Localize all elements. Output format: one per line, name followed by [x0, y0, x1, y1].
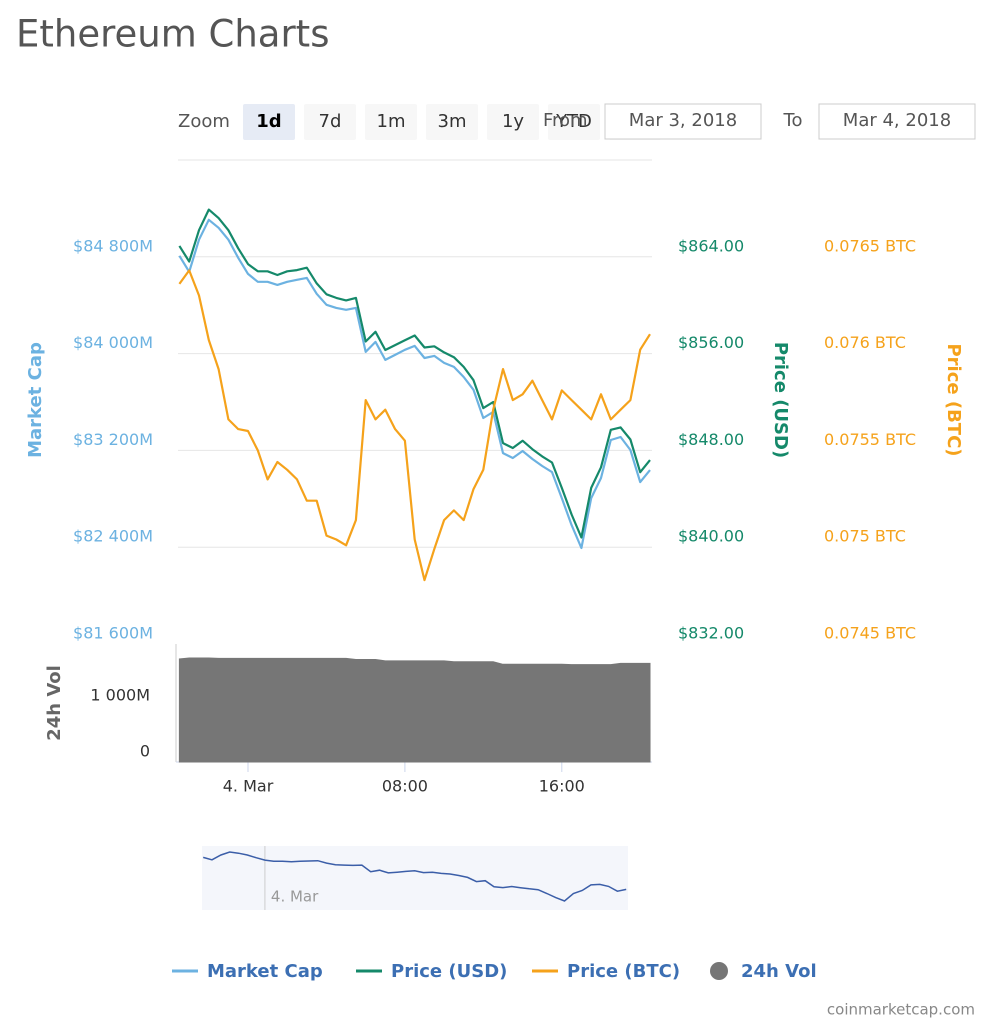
x-tick-label: 4. Mar — [223, 777, 274, 796]
to-label: To — [783, 110, 803, 131]
series-line — [178, 269, 651, 582]
zoom-button-label: 1y — [502, 111, 524, 132]
legend-marker — [710, 962, 728, 980]
y2-tick-label: $832.00 — [678, 624, 744, 643]
credit: coinmarketcap.com — [827, 1001, 975, 1019]
volume-area — [178, 657, 651, 763]
zoom-button[interactable] — [548, 104, 600, 140]
zoom-buttons: 1d7d1m3m1yYTDALL — [243, 104, 661, 140]
x-tick-label: 16:00 — [539, 777, 585, 796]
y4-tick-label: 1 000M — [90, 686, 150, 705]
y-tick-label: $84 000M — [73, 333, 153, 352]
zoom-button-label: 3m — [438, 111, 467, 132]
zoom-button[interactable] — [487, 104, 539, 140]
y3-tick-label: 0.0765 BTC — [824, 236, 916, 255]
y2-tick-label: $840.00 — [678, 527, 744, 546]
zoom-button[interactable] — [365, 104, 417, 140]
legend-label[interactable]: Market Cap — [207, 961, 323, 982]
x-tick-label: 08:00 — [382, 777, 428, 796]
y2-tick-label: $864.00 — [678, 236, 744, 255]
series-line — [178, 208, 651, 539]
y3-tick-label: 0.076 BTC — [824, 333, 906, 352]
zoom-button-label: YTD — [555, 111, 592, 132]
navigator-tick-label: 4. Mar — [271, 888, 319, 906]
from-label: From — [543, 110, 588, 131]
y-tick-label: $83 200M — [73, 430, 153, 449]
zoom-button-label: 7d — [319, 111, 342, 132]
y3-tick-label: 0.0755 BTC — [824, 430, 916, 449]
page-title: Ethereum Charts — [16, 13, 329, 56]
zoom-label: Zoom — [178, 111, 230, 132]
y2-axis-title: Price (USD) — [770, 342, 791, 458]
from-input[interactable] — [604, 103, 762, 140]
y3-tick-label: 0.0745 BTC — [824, 624, 916, 643]
y4-tick-label: 0 — [140, 742, 150, 761]
y2-tick-label: $856.00 — [678, 333, 744, 352]
navigator-background — [202, 846, 628, 910]
y-axis-title: Market Cap — [25, 342, 46, 458]
to-input[interactable] — [818, 103, 976, 140]
zoom-button[interactable] — [304, 104, 356, 140]
navigator-line — [203, 851, 627, 902]
legend-label[interactable]: Price (BTC) — [567, 961, 680, 982]
zoom-button-label: 1m — [377, 111, 406, 132]
legend-label[interactable]: Price (USD) — [391, 961, 507, 982]
y3-axis-title: Price (BTC) — [943, 343, 964, 456]
zoom-button[interactable] — [426, 104, 478, 140]
y4-axis-title: 24h Vol — [44, 665, 65, 741]
zoom-button[interactable] — [243, 104, 295, 140]
y-tick-label: $82 400M — [73, 527, 153, 546]
zoom-button-label: 1d — [256, 111, 281, 132]
to-value: Mar 4, 2018 — [843, 110, 951, 131]
y3-tick-label: 0.075 BTC — [824, 527, 906, 546]
legend-label[interactable]: 24h Vol — [741, 961, 817, 982]
from-value: Mar 3, 2018 — [629, 110, 737, 131]
y2-tick-label: $848.00 — [678, 430, 744, 449]
y-tick-label: $84 800M — [73, 236, 153, 255]
y-tick-label: $81 600M — [73, 624, 153, 643]
series-line — [178, 218, 651, 550]
